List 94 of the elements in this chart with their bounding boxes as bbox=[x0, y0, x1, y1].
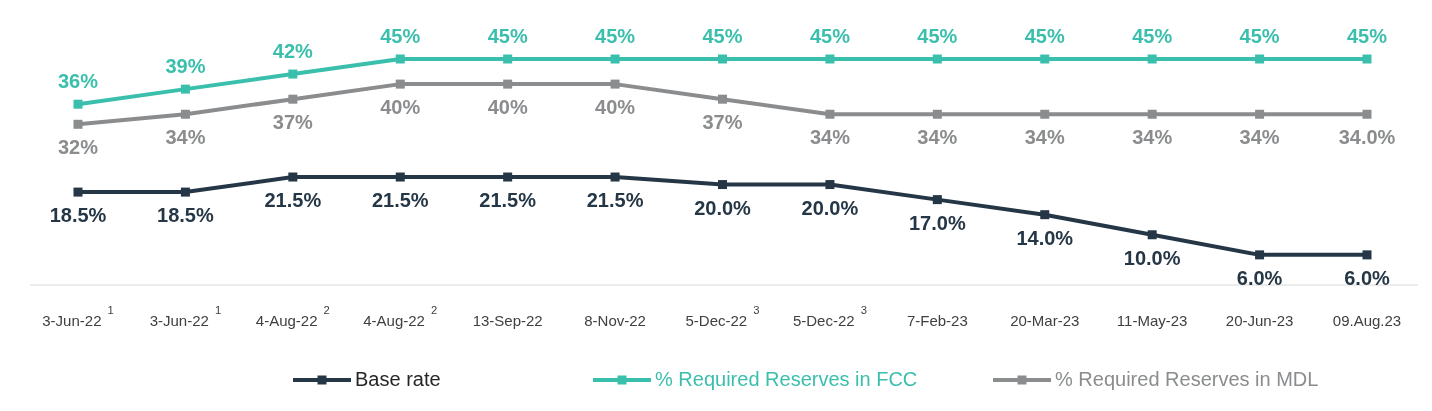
data-label: 45% bbox=[1024, 25, 1065, 47]
point bbox=[73, 119, 83, 129]
point bbox=[288, 94, 298, 104]
data-label: 45% bbox=[1132, 25, 1173, 47]
point bbox=[180, 84, 190, 94]
point bbox=[718, 94, 727, 104]
x-tick-label: 09.Aug.23 bbox=[1332, 312, 1402, 329]
x-tick-label: 5-Dec-22$^{3}$ bbox=[685, 304, 760, 329]
data-label: 45% bbox=[487, 25, 528, 47]
point bbox=[1147, 230, 1157, 240]
point bbox=[1362, 109, 1372, 119]
point bbox=[180, 109, 190, 119]
data-label: 18.5% bbox=[157, 204, 214, 227]
data-label: 34% bbox=[809, 126, 851, 149]
point bbox=[610, 79, 620, 89]
point bbox=[503, 54, 513, 64]
legend-label: Base rate bbox=[355, 368, 441, 390]
data-label: 21.5% bbox=[586, 189, 644, 212]
data-label: 45% bbox=[595, 25, 636, 47]
legend-label: % Required Reserves in FCC bbox=[655, 368, 918, 390]
legend-label: % Required Reserves in MDL bbox=[1055, 368, 1319, 390]
x-tick-label: 4-Aug-22$^{2}$ bbox=[255, 304, 330, 329]
point bbox=[1147, 109, 1157, 119]
point bbox=[718, 54, 727, 64]
data-label: 10.0% bbox=[1123, 246, 1181, 269]
x-tick-label: 5-Dec-22$^{3}$ bbox=[792, 304, 867, 329]
point bbox=[1362, 54, 1372, 64]
data-label: 21.5% bbox=[371, 189, 429, 212]
point bbox=[610, 54, 620, 64]
point bbox=[395, 172, 405, 182]
data-label: 14.0% bbox=[1016, 226, 1074, 249]
point bbox=[395, 79, 405, 89]
point bbox=[932, 109, 942, 119]
point bbox=[1255, 250, 1265, 260]
point bbox=[288, 172, 298, 182]
point bbox=[932, 195, 942, 205]
data-label: 20.0% bbox=[694, 196, 752, 219]
data-label: 34% bbox=[917, 126, 958, 149]
point bbox=[73, 187, 83, 197]
point bbox=[503, 79, 513, 89]
point bbox=[1040, 210, 1050, 220]
point bbox=[1040, 109, 1050, 119]
x-tick-label: 8-Nov-22 bbox=[584, 312, 646, 329]
data-label: 21.5% bbox=[264, 189, 322, 212]
data-label: 45% bbox=[702, 25, 743, 47]
point bbox=[1362, 250, 1372, 260]
point bbox=[1040, 54, 1050, 64]
data-label: 40% bbox=[595, 96, 636, 119]
point bbox=[1255, 54, 1265, 64]
data-label: 18.5% bbox=[49, 204, 107, 227]
data-label: 34% bbox=[1024, 126, 1065, 149]
data-label: 37% bbox=[272, 111, 314, 134]
x-tick-label: 20-Jun-23 bbox=[1225, 312, 1294, 329]
x-tick-label: 7-Feb-23 bbox=[906, 312, 968, 329]
point bbox=[825, 180, 835, 190]
data-label: 34% bbox=[1132, 126, 1173, 149]
data-label: 40% bbox=[380, 96, 421, 119]
data-label: 6.0% bbox=[1236, 266, 1283, 289]
x-tick-label: 3-Jun-22$^{1}$ bbox=[149, 304, 222, 329]
point bbox=[288, 69, 298, 79]
data-label: 17.0% bbox=[908, 211, 966, 234]
data-label: 20.0% bbox=[801, 196, 859, 219]
data-label: 34% bbox=[1239, 126, 1280, 149]
x-tick-label: 20-Mar-23 bbox=[1010, 312, 1080, 329]
data-label: 34% bbox=[165, 126, 206, 149]
point bbox=[718, 180, 727, 190]
data-label: 45% bbox=[809, 25, 851, 47]
x-tick-label: 11-May-23 bbox=[1116, 312, 1188, 329]
x-tick-label: 13-Sep-22 bbox=[472, 312, 543, 329]
data-label: 45% bbox=[1239, 25, 1280, 47]
point bbox=[825, 54, 835, 64]
data-label: 45% bbox=[380, 25, 421, 47]
point bbox=[73, 99, 83, 109]
data-label: 42% bbox=[272, 40, 314, 63]
point bbox=[1255, 109, 1265, 119]
point bbox=[503, 172, 513, 182]
x-tick-label: 4-Aug-22$^{2}$ bbox=[363, 304, 438, 329]
x-tick-label: 3-Jun-22$^{1}$ bbox=[42, 304, 114, 329]
point bbox=[395, 54, 405, 64]
point bbox=[825, 109, 835, 119]
data-label: 45% bbox=[917, 25, 958, 47]
data-label: 37% bbox=[702, 111, 743, 134]
point bbox=[932, 54, 942, 64]
data-label: 32% bbox=[57, 136, 99, 159]
data-label: 40% bbox=[487, 96, 528, 119]
data-label: 36% bbox=[57, 70, 99, 93]
point bbox=[180, 187, 190, 197]
data-label: 21.5% bbox=[479, 189, 537, 212]
point bbox=[610, 172, 620, 182]
data-label: 34.0% bbox=[1338, 126, 1396, 149]
data-label: 39% bbox=[165, 55, 206, 78]
data-label: 6.0% bbox=[1344, 266, 1391, 289]
point bbox=[1147, 54, 1157, 64]
data-label: 45% bbox=[1346, 25, 1388, 47]
